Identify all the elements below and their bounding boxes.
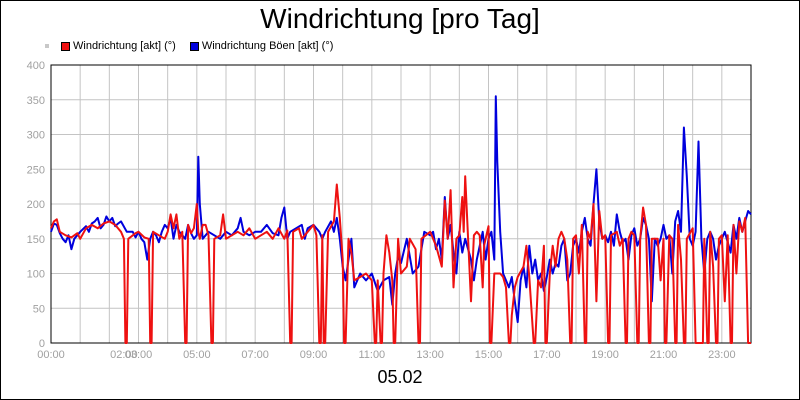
chart-legend: Windrichtung [akt] (°) Windrichtung Böen… bbox=[45, 39, 347, 53]
legend-item-series-1: Windrichtung [akt] (°) bbox=[61, 40, 176, 52]
y-tick-label: 0 bbox=[39, 338, 45, 350]
x-tick-label: 03:00 bbox=[125, 349, 153, 361]
y-tick-label: 50 bbox=[33, 303, 45, 315]
legend-swatch-red bbox=[61, 41, 70, 51]
legend-swatch-blue bbox=[189, 41, 199, 51]
y-tick-label: 350 bbox=[27, 95, 45, 107]
x-tick-label: 07:00 bbox=[241, 349, 269, 361]
y-tick-label: 100 bbox=[27, 269, 45, 281]
plot-border bbox=[50, 64, 752, 344]
x-tick-label: 21:00 bbox=[650, 349, 678, 361]
y-tick-label: 150 bbox=[27, 234, 45, 246]
date-label: 05.02 bbox=[377, 367, 423, 387]
legend-label-series-2: Windrichtung Böen [akt] (°) bbox=[201, 40, 334, 52]
x-tick-label: 17:00 bbox=[533, 349, 561, 361]
y-tick-label: 300 bbox=[27, 130, 45, 142]
legend-marker-dot bbox=[45, 44, 49, 48]
y-tick-label: 200 bbox=[27, 199, 45, 211]
x-tick-label: 15:00 bbox=[475, 349, 503, 361]
x-tick-label: 00:00 bbox=[37, 349, 65, 361]
x-tick-label: 23:00 bbox=[708, 349, 736, 361]
x-tick-label: 13:00 bbox=[416, 349, 444, 361]
legend-item-series-2: Windrichtung Böen [akt] (°) bbox=[189, 40, 334, 52]
x-tick-label: 05:00 bbox=[183, 349, 211, 361]
y-tick-label: 250 bbox=[27, 164, 45, 176]
chart-title: Windrichtung [pro Tag] bbox=[260, 3, 540, 34]
x-tick-label: 11:00 bbox=[358, 349, 385, 361]
y-tick-label: 400 bbox=[27, 60, 45, 72]
x-tick-label: 02:00 bbox=[110, 349, 138, 361]
legend-label-series-1: Windrichtung [akt] (°) bbox=[73, 40, 176, 52]
x-tick-label: 19:00 bbox=[591, 349, 619, 361]
series-line-windrichtung bbox=[50, 175, 751, 344]
x-tick-label: 09:00 bbox=[300, 349, 328, 361]
